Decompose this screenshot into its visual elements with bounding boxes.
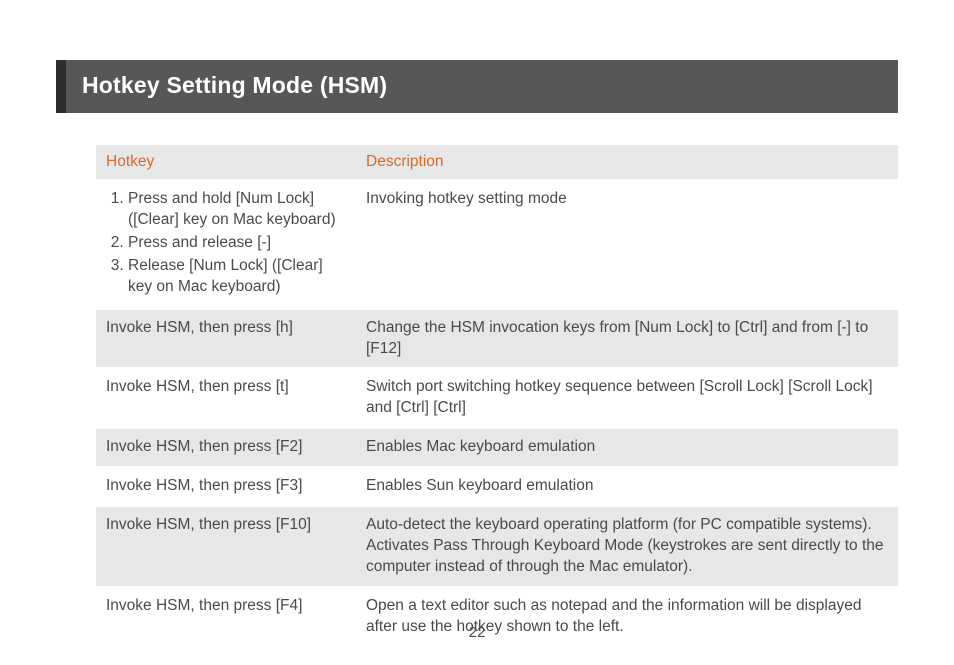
column-header-hotkey: Hotkey — [96, 144, 356, 180]
table-row: Invoke HSM, then press [F10]Auto-detect … — [96, 506, 898, 587]
table-container: Hotkey Description Press and hold [Num L… — [56, 113, 898, 648]
page-title: Hotkey Setting Mode (HSM) — [56, 60, 898, 113]
cell-hotkey: Invoke HSM, then press [t] — [96, 368, 356, 428]
hotkey-step: Release [Num Lock] ([Clear] key on Mac k… — [128, 256, 346, 298]
table-header-row: Hotkey Description — [96, 144, 898, 180]
cell-hotkey: Invoke HSM, then press [h] — [96, 309, 356, 369]
column-header-description: Description — [356, 144, 898, 180]
table-row: Invoke HSM, then press [F2]Enables Mac k… — [96, 428, 898, 467]
cell-hotkey: Press and hold [Num Lock] ([Clear] key o… — [96, 180, 356, 309]
page-number: 22 — [0, 624, 954, 641]
cell-hotkey: Invoke HSM, then press [F2] — [96, 428, 356, 467]
table-row: Invoke HSM, then press [F3]Enables Sun k… — [96, 467, 898, 506]
cell-description: Enables Mac keyboard emulation — [356, 428, 898, 467]
hotkey-step: Press and hold [Num Lock] ([Clear] key o… — [128, 189, 346, 231]
cell-description: Change the HSM invocation keys from [Num… — [356, 309, 898, 369]
hotkey-table: Hotkey Description Press and hold [Num L… — [96, 143, 898, 648]
table-row: Press and hold [Num Lock] ([Clear] key o… — [96, 180, 898, 309]
hotkey-steps-list: Press and hold [Num Lock] ([Clear] key o… — [106, 189, 346, 298]
cell-description: Enables Sun keyboard emulation — [356, 467, 898, 506]
table-row: Invoke HSM, then press [h]Change the HSM… — [96, 309, 898, 369]
cell-hotkey: Invoke HSM, then press [F10] — [96, 506, 356, 587]
cell-description: Invoking hotkey setting mode — [356, 180, 898, 309]
table-row: Invoke HSM, then press [t]Switch port sw… — [96, 368, 898, 428]
cell-description: Auto-detect the keyboard operating platf… — [356, 506, 898, 587]
hotkey-step: Press and release [-] — [128, 233, 346, 254]
document-page: Hotkey Setting Mode (HSM) Hotkey Descrip… — [0, 0, 954, 648]
cell-hotkey: Invoke HSM, then press [F3] — [96, 467, 356, 506]
cell-description: Switch port switching hotkey sequence be… — [356, 368, 898, 428]
